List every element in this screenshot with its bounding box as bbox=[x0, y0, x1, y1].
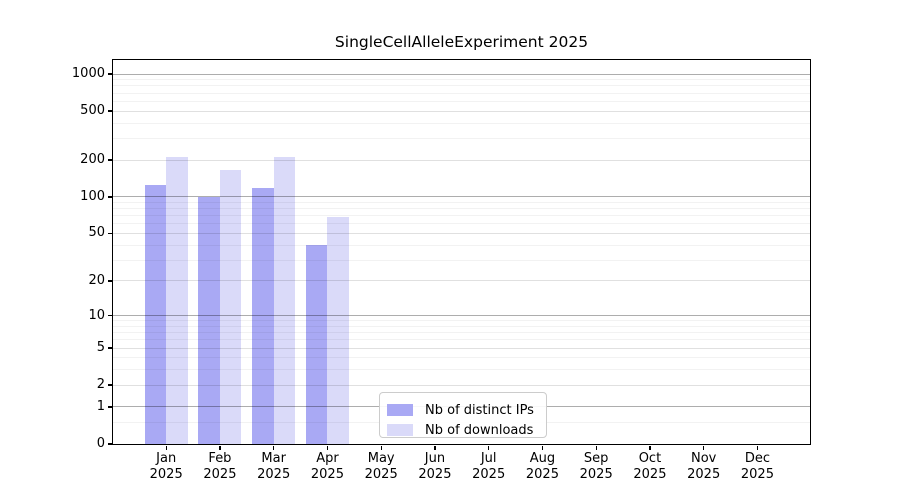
gridline-5 bbox=[113, 347, 810, 349]
legend-label-nb-of-distinct-ips: Nb of distinct IPs bbox=[425, 402, 534, 418]
y-tick-label-5: 5 bbox=[96, 340, 105, 356]
minor-gridline-3 bbox=[113, 369, 810, 371]
x-tick-may-2025 bbox=[380, 445, 382, 450]
minor-gridline-60 bbox=[113, 223, 810, 225]
bar-nb-of-distinct-ips-mar-2025 bbox=[252, 187, 274, 444]
x-tick-feb-2025 bbox=[219, 445, 221, 450]
x-tick-label-mar-2025: Mar 2025 bbox=[257, 450, 291, 483]
x-tick-label-sep-2025: Sep 2025 bbox=[579, 450, 613, 483]
legend-swatch-nb-of-distinct-ips bbox=[387, 404, 413, 416]
x-tick-jul-2025 bbox=[488, 445, 490, 450]
x-tick-label-jun-2025: Jun 2025 bbox=[418, 450, 452, 483]
y-tick-5 bbox=[108, 347, 113, 349]
minor-gridline-800 bbox=[113, 85, 810, 87]
y-tick-0 bbox=[108, 443, 113, 445]
x-tick-label-nov-2025: Nov 2025 bbox=[687, 450, 721, 483]
minor-gridline-400 bbox=[113, 122, 810, 124]
x-tick-aug-2025 bbox=[541, 445, 544, 450]
x-tick-label-may-2025: May 2025 bbox=[364, 450, 398, 483]
x-tick-nov-2025 bbox=[703, 445, 705, 450]
bar-nb-of-distinct-ips-jan-2025 bbox=[144, 185, 167, 444]
minor-gridline-600 bbox=[113, 100, 810, 102]
y-tick-label-2: 2 bbox=[96, 377, 105, 393]
minor-gridline-80 bbox=[113, 208, 810, 210]
y-tick-20 bbox=[108, 280, 113, 282]
x-tick-dec-2025 bbox=[756, 445, 759, 450]
minor-gridline-4 bbox=[113, 357, 810, 359]
x-tick-label-dec-2025: Dec 2025 bbox=[740, 450, 774, 483]
y-tick-label-1000: 1000 bbox=[71, 66, 105, 82]
bar-nb-of-distinct-ips-feb-2025 bbox=[198, 196, 220, 444]
plot-area bbox=[112, 59, 811, 445]
bar-nb-of-distinct-ips-apr-2025 bbox=[305, 245, 328, 444]
minor-gridline-300 bbox=[113, 137, 810, 139]
bar-nb-of-downloads-mar-2025 bbox=[273, 156, 296, 444]
minor-gridline-40 bbox=[113, 244, 810, 246]
y-tick-label-10: 10 bbox=[88, 307, 105, 323]
minor-gridline-90 bbox=[113, 201, 810, 203]
y-tick-label-100: 100 bbox=[80, 188, 105, 204]
x-tick-label-feb-2025: Feb 2025 bbox=[203, 450, 237, 483]
y-tick-label-0: 0 bbox=[96, 436, 105, 451]
gridline-1000 bbox=[113, 73, 810, 75]
minor-gridline-900 bbox=[113, 79, 810, 81]
minor-gridline-7 bbox=[113, 332, 810, 334]
y-tick-200 bbox=[108, 159, 113, 161]
gridline-2 bbox=[113, 384, 810, 386]
x-tick-mar-2025 bbox=[273, 445, 275, 450]
y-tick-label-1: 1 bbox=[96, 398, 105, 414]
x-tick-jan-2025 bbox=[165, 445, 167, 450]
y-tick-2 bbox=[108, 384, 113, 386]
y-tick-100 bbox=[108, 196, 113, 198]
bar-nb-of-downloads-apr-2025 bbox=[327, 217, 349, 444]
x-tick-label-apr-2025: Apr 2025 bbox=[310, 450, 344, 483]
legend: Nb of distinct IPs Nb of downloads bbox=[379, 392, 547, 438]
bar-nb-of-downloads-jan-2025 bbox=[166, 157, 188, 444]
gridline-50 bbox=[113, 232, 810, 234]
y-tick-label-50: 50 bbox=[88, 225, 105, 241]
x-tick-label-aug-2025: Aug 2025 bbox=[525, 450, 559, 483]
minor-gridline-700 bbox=[113, 92, 810, 94]
gridline-20 bbox=[113, 280, 810, 282]
gridline-200 bbox=[113, 159, 810, 161]
y-tick-1 bbox=[108, 406, 113, 408]
legend-label-nb-of-downloads: Nb of downloads bbox=[425, 422, 534, 438]
y-tick-10 bbox=[108, 314, 113, 317]
x-tick-label-jul-2025: Jul 2025 bbox=[472, 450, 506, 483]
minor-gridline-70 bbox=[113, 215, 810, 217]
y-tick-label-500: 500 bbox=[80, 103, 105, 119]
legend-item-nb-of-distinct-ips: Nb of distinct IPs bbox=[387, 400, 546, 420]
y-tick-label-20: 20 bbox=[88, 272, 105, 288]
x-tick-sep-2025 bbox=[595, 445, 597, 450]
gridline-100 bbox=[113, 196, 810, 198]
chart-title: SingleCellAlleleExperiment 2025 bbox=[334, 33, 589, 51]
y-tick-50 bbox=[108, 232, 113, 235]
y-tick-1000 bbox=[108, 73, 113, 75]
gridline-500 bbox=[113, 110, 810, 112]
minor-gridline-6 bbox=[113, 339, 810, 341]
y-tick-label-200: 200 bbox=[80, 152, 105, 168]
x-tick-label-oct-2025: Oct 2025 bbox=[633, 450, 667, 483]
x-tick-apr-2025 bbox=[326, 445, 329, 450]
x-tick-label-jan-2025: Jan 2025 bbox=[149, 450, 183, 483]
bar-nb-of-downloads-feb-2025 bbox=[219, 169, 242, 444]
legend-swatch-nb-of-downloads bbox=[387, 424, 413, 436]
minor-gridline-9 bbox=[113, 320, 810, 322]
legend-item-nb-of-downloads: Nb of downloads bbox=[387, 420, 546, 440]
x-tick-jun-2025 bbox=[434, 445, 436, 450]
y-tick-500 bbox=[108, 110, 113, 112]
minor-gridline-30 bbox=[113, 259, 810, 261]
gridline-10 bbox=[113, 315, 810, 317]
minor-gridline-8 bbox=[113, 325, 810, 327]
x-tick-oct-2025 bbox=[649, 445, 651, 450]
